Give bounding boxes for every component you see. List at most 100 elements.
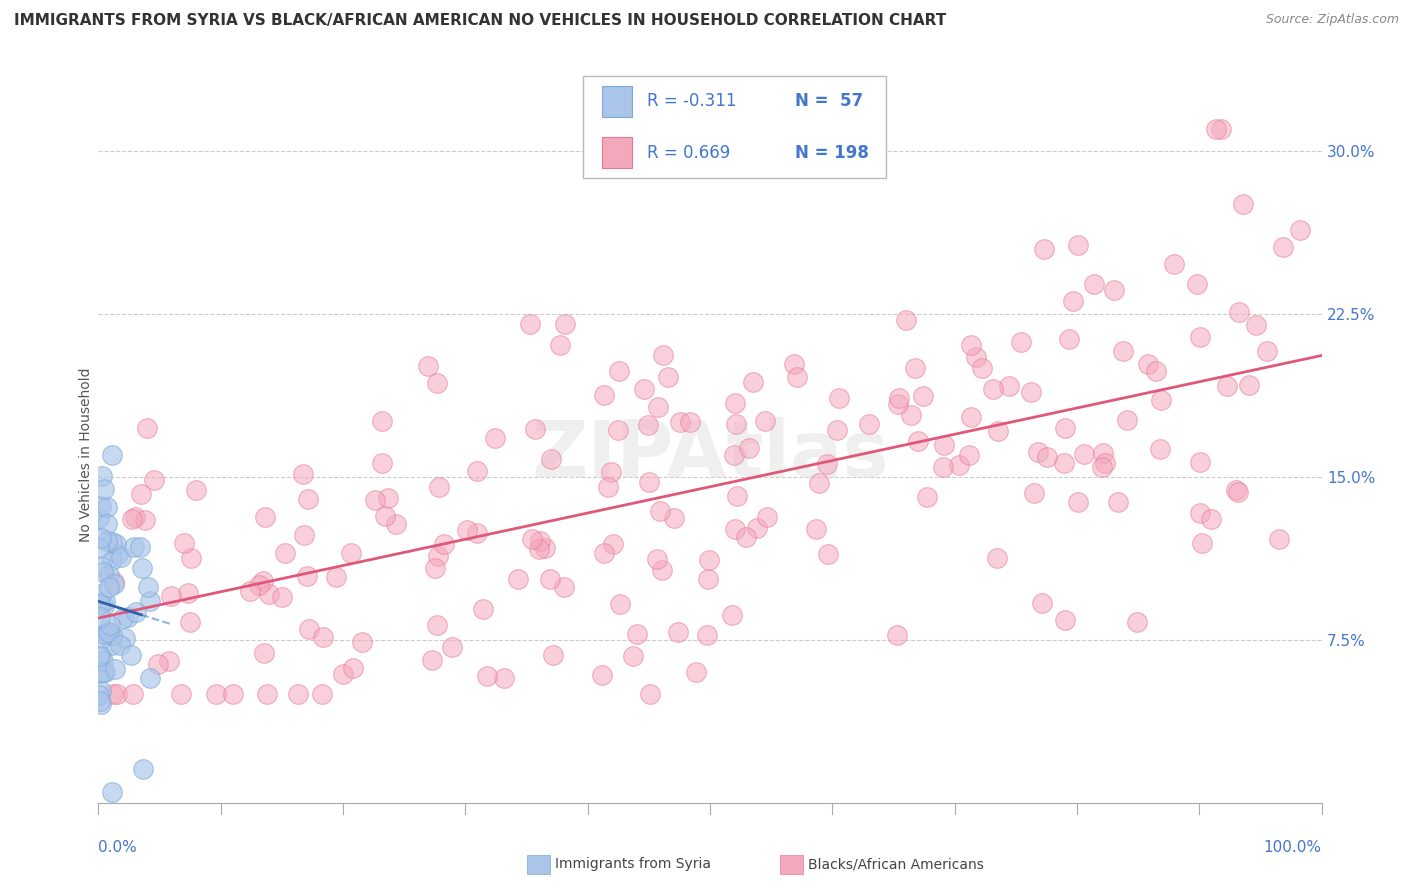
- Point: [666, 624, 689, 639]
- Text: N = 198: N = 198: [796, 144, 869, 161]
- Point: [911, 388, 934, 402]
- Point: [508, 572, 530, 586]
- Text: Blacks/African Americans: Blacks/African Americans: [808, 857, 984, 871]
- Point: [1201, 512, 1223, 526]
- Point: [1215, 379, 1237, 393]
- Point: [970, 361, 993, 376]
- Point: [90, 684, 112, 698]
- Point: [475, 669, 498, 683]
- Point: [311, 687, 333, 701]
- Point: [745, 521, 768, 535]
- Point: [90, 532, 112, 546]
- Point: [609, 597, 631, 611]
- Point: [173, 535, 195, 549]
- Point: [1191, 536, 1213, 550]
- Point: [1232, 196, 1254, 211]
- Point: [426, 549, 449, 563]
- Point: [87, 510, 110, 524]
- Text: IMMIGRANTS FROM SYRIA VS BLACK/AFRICAN AMERICAN NO VEHICLES IN HOUSEHOLD CORRELA: IMMIGRANTS FROM SYRIA VS BLACK/AFRICAN A…: [14, 13, 946, 29]
- Point: [89, 694, 111, 708]
- Point: [1188, 330, 1211, 344]
- Point: [93, 626, 115, 640]
- Point: [738, 441, 761, 455]
- Point: [932, 460, 955, 475]
- Point: [107, 547, 129, 561]
- Point: [471, 602, 494, 616]
- Point: [287, 687, 309, 701]
- Point: [98, 618, 121, 632]
- Point: [416, 359, 439, 373]
- Point: [886, 628, 908, 642]
- Point: [602, 536, 624, 550]
- Point: [89, 688, 111, 702]
- Point: [917, 490, 939, 504]
- Point: [101, 639, 124, 653]
- Point: [492, 671, 515, 685]
- Point: [1073, 447, 1095, 461]
- Point: [342, 661, 364, 675]
- Point: [101, 628, 124, 642]
- Point: [754, 414, 776, 428]
- Point: [1019, 385, 1042, 400]
- Point: [1094, 456, 1116, 470]
- Point: [997, 379, 1019, 393]
- Point: [1205, 121, 1227, 136]
- Point: [157, 654, 180, 668]
- Point: [685, 665, 707, 679]
- FancyBboxPatch shape: [583, 76, 886, 178]
- Point: [599, 465, 621, 479]
- Point: [550, 338, 572, 352]
- Text: R = -0.311: R = -0.311: [647, 93, 737, 111]
- Point: [96, 533, 118, 548]
- Point: [598, 480, 620, 494]
- Point: [638, 475, 661, 489]
- Point: [1083, 277, 1105, 291]
- Point: [98, 580, 121, 594]
- Point: [101, 553, 124, 567]
- Point: [273, 546, 295, 560]
- Point: [256, 687, 278, 701]
- Point: [815, 458, 838, 472]
- Point: [423, 561, 446, 575]
- Point: [1225, 483, 1247, 497]
- Point: [1188, 506, 1211, 520]
- Point: [204, 687, 226, 701]
- Point: [177, 586, 200, 600]
- Point: [426, 376, 449, 391]
- Point: [1244, 318, 1267, 332]
- Point: [90, 631, 112, 645]
- Point: [887, 397, 910, 411]
- Text: R = 0.669: R = 0.669: [647, 144, 730, 161]
- Point: [297, 569, 319, 583]
- Point: [1091, 446, 1114, 460]
- Point: [93, 599, 115, 614]
- Point: [377, 491, 399, 506]
- Point: [90, 499, 112, 513]
- Point: [742, 376, 765, 390]
- Point: [607, 364, 630, 378]
- Point: [124, 510, 146, 524]
- Point: [1149, 442, 1171, 457]
- Point: [1226, 485, 1249, 500]
- Point: [593, 388, 616, 402]
- Point: [371, 457, 394, 471]
- Point: [553, 580, 575, 594]
- Point: [298, 622, 321, 636]
- Point: [1163, 257, 1185, 271]
- Point: [384, 517, 406, 532]
- Point: [456, 523, 478, 537]
- Point: [121, 648, 143, 662]
- Point: [292, 528, 315, 542]
- Point: [90, 648, 112, 663]
- Point: [340, 546, 363, 560]
- Point: [725, 489, 748, 503]
- Point: [101, 687, 124, 701]
- Point: [1026, 444, 1049, 458]
- Point: [420, 653, 443, 667]
- Point: [1112, 344, 1135, 359]
- Point: [139, 594, 162, 608]
- Point: [374, 508, 396, 523]
- Point: [948, 458, 970, 473]
- Point: [121, 512, 143, 526]
- Point: [90, 558, 112, 573]
